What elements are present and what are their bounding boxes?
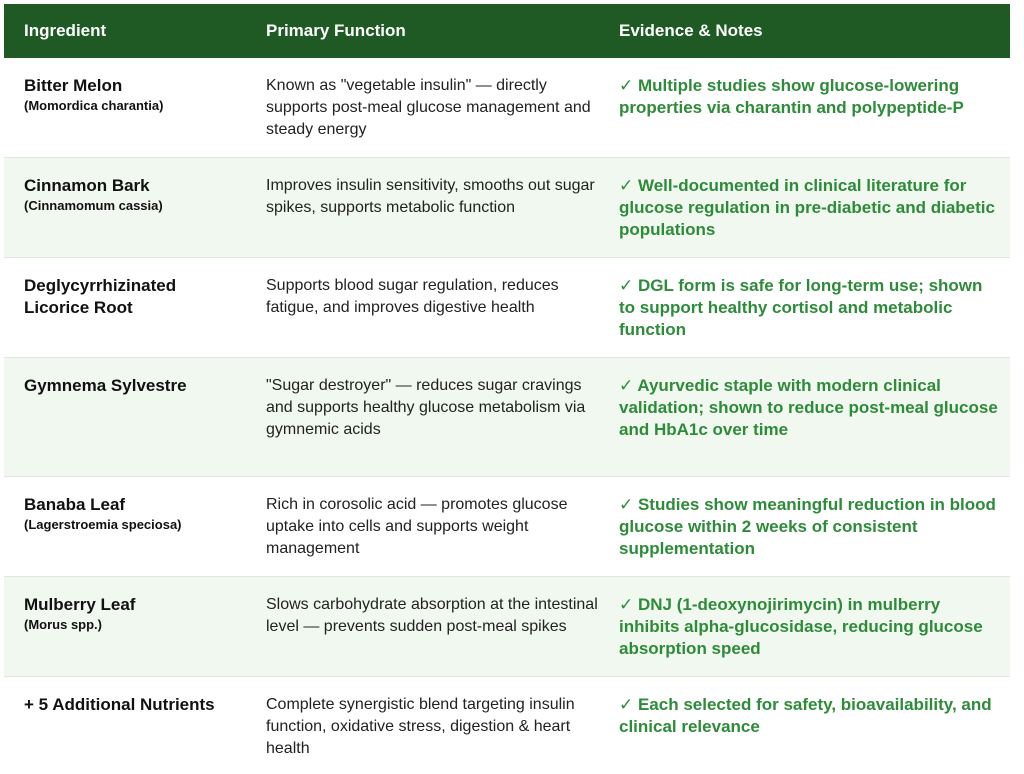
ingredient-function: Known as "vegetable insulin" — directly …	[266, 77, 591, 138]
ingredient-function: Complete synergistic blend targeting ins…	[266, 696, 575, 757]
table-row: + 5 Additional Nutrients Complete synerg…	[4, 677, 1010, 774]
ingredient-evidence: ✓ Studies show meaningful reduction in b…	[619, 495, 996, 558]
ingredient-name: Gymnema Sylvestre	[24, 376, 187, 395]
table-row: Bitter Melon (Momordica charantia) Known…	[4, 58, 1010, 158]
ingredient-function: "Sugar destroyer" — reduces sugar cravin…	[266, 377, 586, 438]
ingredient-table: Ingredient Primary Function Evidence & N…	[4, 4, 1010, 774]
ingredient-evidence: ✓ Ayurvedic staple with modern clinical …	[619, 376, 998, 439]
header-evidence: Evidence & Notes	[619, 21, 763, 40]
header-ingredient: Ingredient	[24, 21, 107, 40]
ingredient-name: Cinnamon Bark	[24, 176, 150, 195]
table-row: Cinnamon Bark (Cinnamomum cassia) Improv…	[4, 158, 1010, 258]
header-function: Primary Function	[266, 21, 406, 40]
ingredient-evidence: ✓ DNJ (1-deoxynojirimycin) in mulberry i…	[619, 595, 983, 658]
ingredient-function: Supports blood sugar regulation, reduces…	[266, 277, 559, 316]
ingredient-evidence: ✓ DGL form is safe for long-term use; sh…	[619, 276, 983, 339]
ingredient-name: Mulberry Leaf	[24, 595, 136, 614]
table-row: Banaba Leaf (Lagerstroemia speciosa) Ric…	[4, 477, 1010, 577]
ingredient-evidence: ✓ Well-documented in clinical literature…	[619, 176, 995, 239]
ingredient-latin: (Momordica charantia)	[24, 98, 164, 113]
ingredient-name: Banaba Leaf	[24, 495, 126, 514]
ingredient-name: + 5 Additional Nutrients	[24, 695, 215, 714]
ingredient-name: Bitter Melon	[24, 76, 123, 95]
table-row: Mulberry Leaf (Morus spp.) Slows carbohy…	[4, 577, 1010, 677]
ingredient-latin: (Cinnamomum cassia)	[24, 198, 163, 213]
ingredient-function: Rich in corosolic acid — promotes glucos…	[266, 496, 568, 557]
ingredient-function: Slows carbohydrate absorption at the int…	[266, 596, 598, 635]
ingredient-name: Deglycyrrhizinated Licorice Root	[24, 276, 177, 317]
ingredient-latin: (Morus spp.)	[24, 617, 102, 632]
ingredient-function: Improves insulin sensitivity, smooths ou…	[266, 177, 595, 216]
ingredient-evidence: ✓ Multiple studies show glucose-lowering…	[619, 76, 964, 117]
table-row: Gymnema Sylvestre "Sugar destroyer" — re…	[4, 358, 1010, 477]
table-row: Deglycyrrhizinated Licorice Root Support…	[4, 258, 1010, 358]
table-header: Ingredient Primary Function Evidence & N…	[4, 4, 1010, 58]
ingredient-latin: (Lagerstroemia speciosa)	[24, 517, 182, 532]
ingredient-evidence: ✓ Each selected for safety, bioavailabil…	[619, 695, 992, 736]
